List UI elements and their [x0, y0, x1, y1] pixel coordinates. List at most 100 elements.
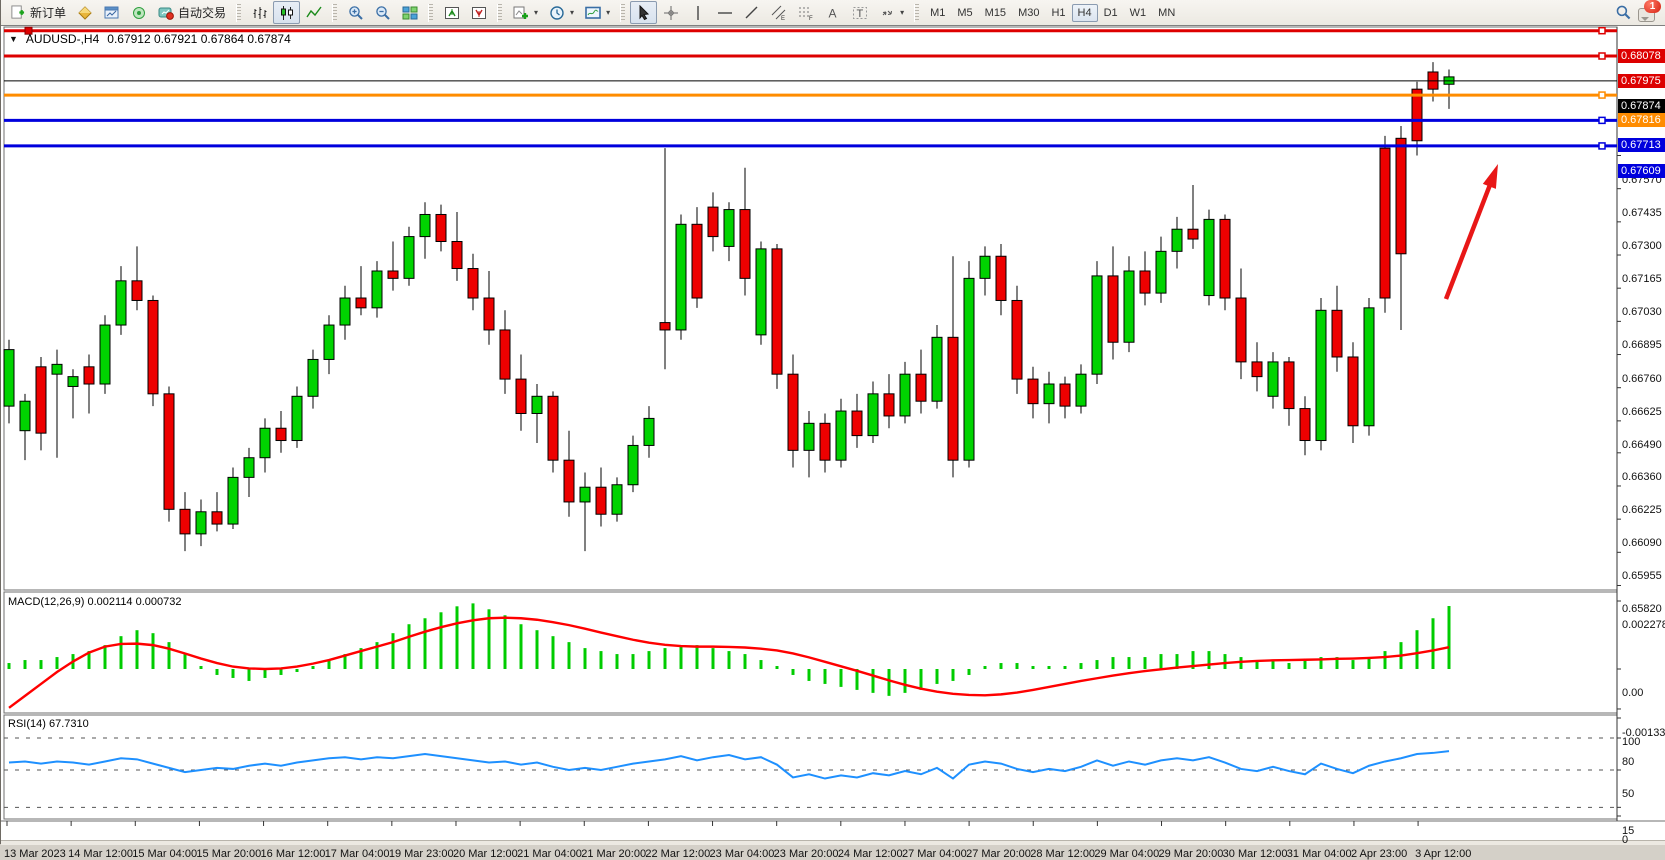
timeframe-button-h4[interactable]: H4 [1071, 3, 1098, 22]
time-axis-label: 20 Mar 12:00 [452, 848, 518, 860]
line-chart-button[interactable] [300, 1, 327, 24]
autotrading-button[interactable]: 自动交易 [152, 1, 231, 24]
vertical-line-tool-button[interactable] [684, 1, 711, 24]
macd-histogram [7, 603, 1451, 696]
time-axis-label: 3 Apr 12:00 [1415, 848, 1472, 860]
toolbar-grip [620, 3, 626, 22]
tile-windows-icon [401, 5, 418, 21]
horizontal-level-line[interactable] [4, 26, 1617, 35]
toolbar-group-charttype [243, 0, 330, 25]
svg-text:A: A [828, 6, 836, 20]
signal-icon [130, 5, 147, 21]
toolbar-right: 1 [1615, 0, 1665, 22]
notifications-button[interactable]: 1 [1638, 0, 1661, 22]
search-icon[interactable] [1615, 5, 1632, 21]
level-price-tag: 0.67975 [1618, 74, 1665, 88]
indicator-window-down-button[interactable] [465, 1, 492, 24]
rsi-indicator-label: RSI(14) 67.7310 [8, 718, 89, 730]
price-axis-label: 0.67165 [1622, 273, 1662, 286]
dropdown-caret-icon: ▾ [606, 8, 611, 17]
rsi-axis-label: 80 [1622, 756, 1635, 768]
timeframe-button-w1[interactable]: W1 [1129, 6, 1147, 19]
time-axis-label: 29 Mar 04:00 [1094, 848, 1160, 860]
period-clock-button[interactable]: ▾ [543, 1, 579, 24]
chart-window-icon [103, 5, 120, 21]
price-axis-label: 0.66760 [1622, 372, 1662, 385]
timeframe-button-m5[interactable]: M5 [957, 6, 973, 19]
price-axis-label: 0.65820 [1622, 603, 1662, 616]
tile-windows-button[interactable] [396, 1, 423, 24]
time-axis-label: 27 Mar 20:00 [966, 848, 1031, 860]
timeframe-button-d1[interactable]: D1 [1103, 6, 1118, 19]
collapse-triangle-icon[interactable]: ▼ [9, 34, 18, 44]
toolbar-grip [428, 3, 434, 22]
crosshair-tool-button[interactable] [657, 1, 684, 24]
layouts-button[interactable] [71, 1, 98, 24]
trendline-tool-button[interactable] [738, 1, 765, 24]
level-price-tag: 0.68078 [1618, 48, 1665, 63]
time-axis-label: 27 Mar 04:00 [901, 848, 967, 860]
zoom-out-icon [374, 5, 391, 21]
chart-ohlc-values: 0.67912 0.67921 0.67864 0.67874 [107, 32, 291, 46]
level-price-tag: 0.67713 [1618, 138, 1665, 153]
text-tool-button[interactable]: A [819, 1, 846, 24]
macd-axis-label: 0.002278 [1622, 619, 1665, 631]
add-indicator-icon [512, 5, 529, 21]
timeframe-button-mn[interactable]: MN [1158, 6, 1176, 19]
candlesticks [3, 62, 1455, 552]
toolbar-group-indwindows [435, 0, 495, 25]
macd-axis-label: 0.00 [1622, 687, 1644, 699]
timeframe-button-m30[interactable]: M30 [1018, 6, 1040, 19]
fibonacci-tool-button[interactable]: F [792, 1, 819, 24]
template-icon [584, 5, 601, 21]
horizontal-line-icon [716, 5, 733, 21]
time-axis-label: 31 Mar 04:00 [1286, 848, 1352, 860]
timeframe-button-h1[interactable]: H1 [1051, 6, 1066, 19]
timeframe-button-m15[interactable]: M15 [984, 6, 1007, 19]
new-order-button[interactable]: 新订单 [4, 1, 71, 24]
cursor-tool-button[interactable] [630, 1, 658, 24]
bar-chart-icon [251, 5, 268, 21]
timeframe-button-m1[interactable]: M1 [930, 6, 946, 19]
arrows-tool-button[interactable]: ▾ [873, 1, 909, 24]
indicator-window-up-button[interactable] [438, 1, 465, 24]
time-axis-label: 14 Mar 12:00 [68, 848, 133, 860]
channel-tool-button[interactable]: E [765, 1, 792, 24]
svg-text:E: E [781, 16, 785, 21]
price-axis-label: 0.66360 [1622, 470, 1662, 483]
price-axis-label: 0.67435 [1622, 206, 1662, 219]
price-axis-label: 0.66625 [1622, 405, 1662, 418]
text-label-tool-button[interactable]: T [846, 1, 873, 24]
horizontal-level-line[interactable] [4, 52, 1617, 60]
zoom-out-button[interactable] [369, 1, 396, 24]
price-axis-label: 0.66090 [1622, 537, 1662, 550]
rsi-line [8, 750, 1450, 780]
chart-plot[interactable] [1, 26, 1665, 841]
crosshair-icon [662, 5, 679, 21]
candlestick-chart-icon [278, 5, 295, 21]
level-price-tag: 0.67609 [1618, 163, 1665, 178]
add-indicator-button[interactable]: ▾ [507, 1, 543, 24]
macd-axis-label: -0.001339 [1622, 726, 1665, 739]
new-order-icon [9, 5, 26, 21]
horizontal-level-line[interactable] [4, 116, 1617, 125]
horizontal-level-line[interactable] [4, 91, 1617, 99]
toolbar-grip [497, 3, 503, 22]
horizontal-line-tool-button[interactable] [711, 1, 738, 24]
chart-template-button[interactable]: ▾ [579, 1, 615, 24]
market-window-button[interactable] [98, 1, 125, 24]
time-axis-label: 17 Mar 04:00 [324, 848, 390, 860]
macd-indicator-label: MACD(12,26,9) 0.002114 0.000732 [8, 596, 182, 608]
bar-chart-button[interactable] [246, 1, 273, 24]
zoom-in-button[interactable] [342, 1, 369, 24]
horizontal-level-line[interactable] [4, 142, 1617, 150]
candlestick-chart-button[interactable] [273, 1, 301, 24]
trend-arrow-annotation[interactable] [1443, 164, 1498, 300]
time-axis-label: 2 Apr 23:00 [1350, 848, 1408, 860]
toolbar-group-trade: 新订单 自动交易 [1, 0, 234, 25]
chart-symbol-period: AUDUSD-,H4 [25, 32, 100, 46]
signals-button[interactable] [125, 1, 152, 24]
time-axis-label: 22 Mar 12:00 [645, 848, 711, 860]
time-axis-label: 21 Mar 20:00 [581, 848, 647, 860]
